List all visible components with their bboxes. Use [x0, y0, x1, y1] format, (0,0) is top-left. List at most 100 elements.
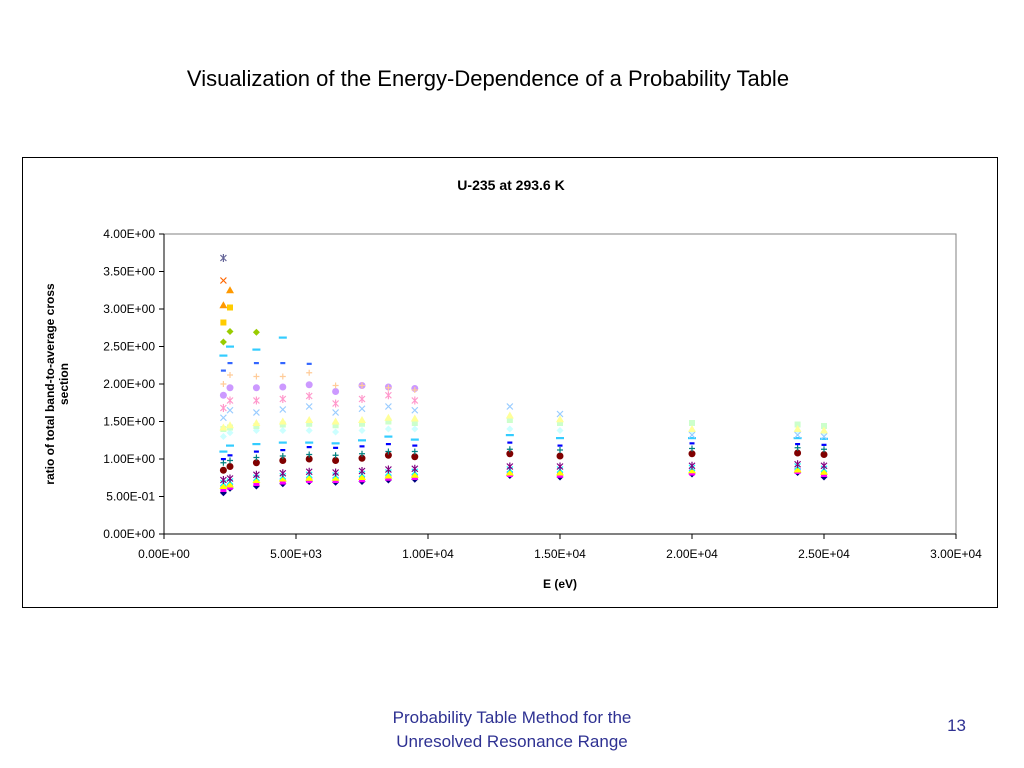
data-point — [226, 429, 234, 437]
y-tick-label: 4.00E+00 — [103, 227, 155, 241]
data-point — [385, 448, 392, 455]
data-point — [220, 459, 227, 466]
data-point — [332, 457, 340, 464]
data-point — [279, 427, 287, 434]
footer-line-2: Unresolved Resonance Range — [396, 732, 628, 751]
data-point — [689, 445, 695, 452]
data-point — [305, 403, 313, 410]
data-point — [226, 396, 234, 405]
data-point — [384, 425, 392, 433]
data-point — [279, 373, 286, 380]
y-axis-title: ratio of total band-to-average cross sec… — [43, 283, 71, 485]
data-point — [219, 476, 227, 484]
data-point — [384, 413, 393, 421]
data-point — [226, 406, 234, 414]
data-point — [556, 427, 564, 434]
data-point — [507, 441, 513, 444]
data-point — [506, 446, 513, 453]
data-point — [410, 470, 419, 478]
data-point — [411, 425, 419, 433]
data-point — [411, 387, 418, 393]
data-point — [332, 468, 340, 477]
y-tick-label: 2.00E+00 — [103, 377, 155, 391]
data-point — [253, 454, 260, 461]
data-point — [821, 443, 827, 446]
data-point — [253, 450, 259, 453]
data-point — [505, 468, 514, 476]
data-point — [359, 420, 365, 427]
data-point — [384, 471, 393, 479]
data-point — [794, 421, 801, 428]
data-point — [219, 466, 227, 474]
data-point — [331, 473, 340, 481]
data-point — [305, 455, 313, 463]
data-point — [226, 384, 234, 392]
data-point — [226, 286, 234, 294]
data-point — [333, 446, 339, 449]
data-point — [332, 409, 340, 416]
data-point — [795, 443, 801, 446]
y-tick-label: 2.50E+00 — [103, 340, 155, 354]
data-point — [220, 369, 226, 372]
data-point — [278, 441, 287, 444]
data-point — [820, 437, 828, 440]
data-point — [306, 362, 312, 365]
data-point — [252, 470, 260, 479]
data-point — [306, 451, 313, 458]
data-point — [820, 467, 828, 475]
y-tick-label: 3.50E+00 — [103, 265, 155, 279]
y-tick-label: 1.50E+00 — [103, 415, 155, 429]
data-point — [219, 433, 227, 440]
data-point — [278, 474, 287, 482]
data-point — [688, 437, 696, 440]
data-point — [220, 458, 226, 461]
data-point — [359, 450, 365, 457]
data-point — [506, 450, 514, 458]
data-point — [305, 441, 314, 444]
data-point — [227, 362, 233, 365]
data-point — [359, 445, 365, 448]
data-point — [278, 336, 287, 339]
data-point — [279, 453, 286, 459]
data-point — [252, 384, 260, 392]
data-point — [820, 426, 828, 434]
x-tick-label: 0.00E+00 — [138, 547, 190, 561]
x-tick-label: 1.50E+04 — [534, 547, 586, 561]
data-point — [411, 464, 419, 473]
data-point — [279, 469, 287, 478]
data-point — [305, 473, 314, 481]
data-point — [506, 425, 514, 433]
data-point — [358, 427, 366, 434]
data-point — [794, 431, 802, 439]
slide-title: Visualization of the Energy-Dependence o… — [186, 66, 790, 91]
x-tick-label: 5.00E+03 — [270, 547, 322, 561]
data-point — [556, 415, 564, 423]
data-point — [793, 425, 802, 432]
data-point — [384, 451, 392, 459]
data-point — [252, 476, 261, 483]
data-point — [253, 373, 260, 380]
data-point — [689, 442, 695, 445]
data-point — [384, 403, 392, 410]
data-point — [688, 431, 696, 439]
data-point — [506, 403, 514, 410]
data-marks — [219, 254, 828, 497]
data-point — [411, 448, 418, 455]
data-point — [305, 392, 313, 400]
data-point — [226, 444, 234, 447]
data-point — [506, 462, 514, 471]
data-point — [820, 461, 828, 470]
data-point — [332, 452, 339, 459]
data-point — [280, 449, 286, 452]
data-point — [385, 384, 392, 391]
data-point — [821, 423, 827, 429]
data-point — [305, 381, 313, 389]
y-tick-label: 3.00E+00 — [103, 302, 155, 316]
data-point — [821, 446, 827, 453]
data-point — [385, 443, 391, 446]
data-point — [332, 428, 340, 436]
data-point — [219, 404, 227, 412]
data-point — [332, 388, 340, 395]
data-point — [252, 443, 261, 446]
data-point — [305, 467, 313, 476]
